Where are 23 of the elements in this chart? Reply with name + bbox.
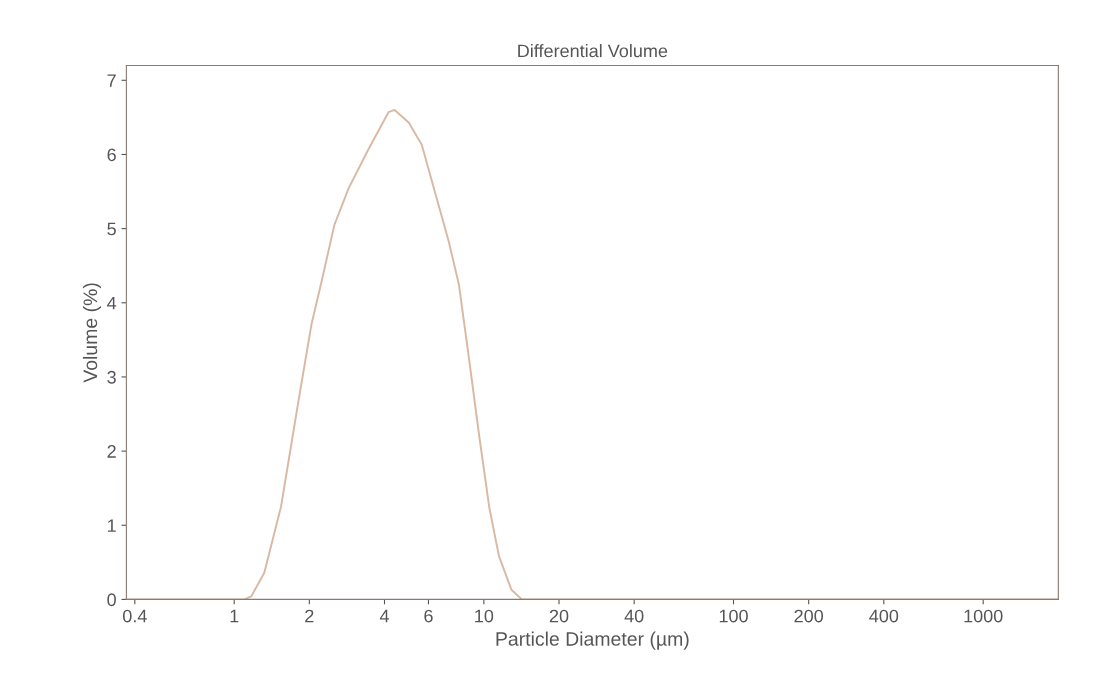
y-tick-label: 2 [107,445,116,458]
y-axis-title: Volume (%) [82,283,102,383]
x-tick-label: 200 [794,609,824,623]
x-axis-title: Particle Diameter (µm) [496,631,689,650]
x-tick-label: 40 [624,609,644,623]
x-tick-label: 4 [379,609,389,623]
x-tick-label: 6 [424,609,433,623]
x-tick-label: 2 [305,609,314,623]
x-tick-label: 0.4 [122,609,147,623]
x-tick-label: 10 [475,609,494,623]
y-tick-label: 5 [107,222,116,236]
y-tick-label: 3 [107,370,116,384]
x-tick-label: 20 [549,609,569,623]
x-tick-label: 1 [230,609,239,623]
x-tick-label: 1000 [964,609,1003,623]
y-tick-label: 1 [108,519,116,532]
chart-title: Differential Volume [518,44,668,58]
x-tick-label: 400 [869,609,899,623]
y-tick-label: 0 [107,593,116,607]
y-tick-label: 4 [107,296,117,310]
y-tick-label: 6 [107,148,116,162]
x-tick-label: 100 [719,609,748,623]
y-tick-label: 7 [107,74,116,87]
